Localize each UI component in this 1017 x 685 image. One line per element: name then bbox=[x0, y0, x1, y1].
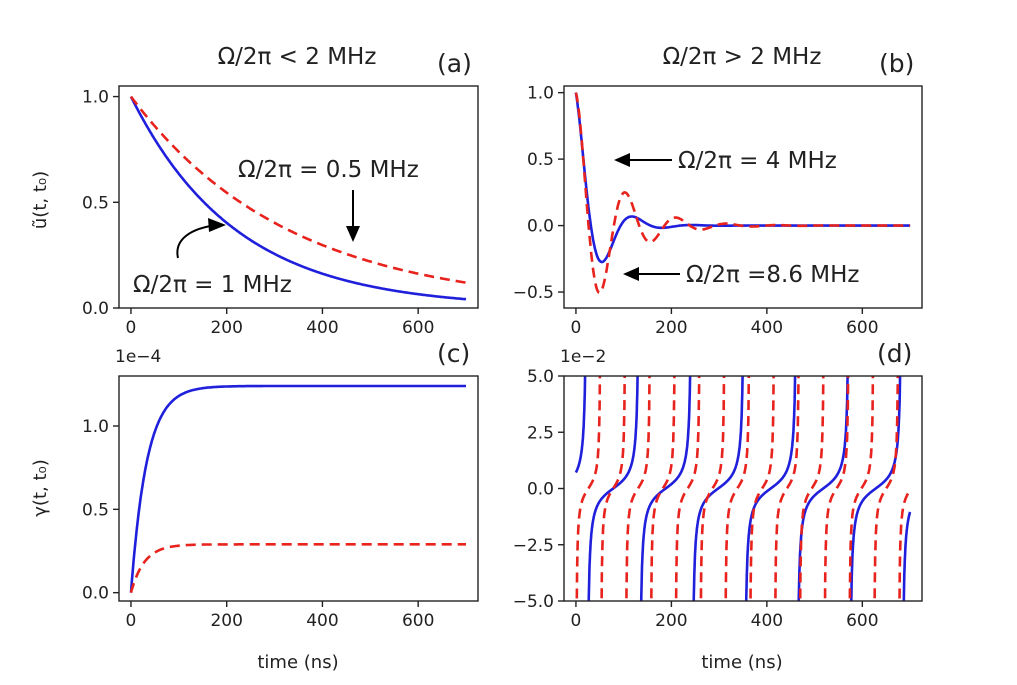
x-tick-label: 200 bbox=[655, 318, 687, 338]
panel-c-letter: (c) bbox=[437, 339, 470, 368]
y-tick-label: 2.5 bbox=[527, 423, 554, 443]
ylabel-top: ũ(t, t₀) bbox=[30, 171, 51, 229]
series-b-dashed bbox=[574, 92, 911, 295]
series-d-solid bbox=[574, 376, 912, 601]
x-tick-label: 600 bbox=[402, 611, 434, 631]
annotation-a-one-mhz: Ω/2π = 1 MHz bbox=[133, 272, 292, 298]
x-tick-label: 0 bbox=[126, 318, 137, 338]
axes-frame-c bbox=[118, 375, 479, 602]
panel-c-plot: 0 200 400 600 0.0 0.5 1.0 bbox=[82, 375, 479, 631]
xlabel-c: time (ns) bbox=[257, 652, 338, 673]
x-tick-label: 400 bbox=[306, 611, 338, 631]
series-c-dashed bbox=[129, 543, 466, 594]
arrow-b-eight-mhz bbox=[623, 267, 680, 281]
panel-a-plot: 0 200 400 600 0.0 0.5 1.0 bbox=[82, 85, 479, 338]
y-tick-label: 0.5 bbox=[82, 193, 109, 213]
x-tick-label: 200 bbox=[210, 611, 242, 631]
series-c-solid bbox=[129, 384, 466, 593]
x-tick-label: 600 bbox=[402, 318, 434, 338]
x-tick-label: 600 bbox=[846, 318, 878, 338]
y-tick-label: −0.5 bbox=[513, 283, 554, 303]
ylabel-bottom: γ(t, t₀) bbox=[30, 459, 51, 516]
x-tick-label: 600 bbox=[846, 611, 878, 631]
arrow-a-half-mhz bbox=[346, 190, 360, 242]
panel-b-letter: (b) bbox=[879, 49, 914, 78]
y-tick-label: 0.5 bbox=[82, 500, 109, 520]
panel-a-letter: (a) bbox=[437, 49, 472, 78]
annotation-b-four-mhz: Ω/2π = 4 MHz bbox=[678, 148, 837, 174]
panel-d-plot: 0 200 400 600 −5.0 −2.5 0.0 2.5 5.0 bbox=[513, 367, 923, 631]
y-tick-label: 0.0 bbox=[527, 217, 554, 237]
x-tick-label: 0 bbox=[571, 611, 582, 631]
annotation-a-half-mhz: Ω/2π = 0.5 MHz bbox=[238, 157, 419, 183]
y-tick-label: 1.0 bbox=[82, 417, 109, 437]
panel-b-title: Ω/2π > 2 MHz bbox=[663, 44, 822, 70]
series-a-solid bbox=[129, 96, 467, 301]
y-tick-label: −2.5 bbox=[513, 536, 554, 556]
x-tick-label: 400 bbox=[751, 318, 783, 338]
x-tick-label: 0 bbox=[126, 611, 137, 631]
y-tick-label: 0.0 bbox=[527, 480, 554, 500]
panel-b-plot: 0 200 400 600 −0.5 0.0 0.5 1.0 bbox=[513, 84, 923, 338]
axes-frame-a bbox=[118, 85, 479, 309]
y-tick-label: −5.0 bbox=[513, 592, 554, 612]
y-tick-label: 5.0 bbox=[527, 367, 554, 387]
panel-d-multiplier: 1e−2 bbox=[560, 347, 606, 367]
arrow-b-four-mhz bbox=[614, 153, 672, 167]
x-tick-label: 0 bbox=[571, 318, 582, 338]
y-tick-label: 0.0 bbox=[82, 584, 109, 604]
annotation-b-eight-mhz: Ω/2π =8.6 MHz bbox=[686, 262, 860, 288]
x-tick-label: 200 bbox=[655, 611, 687, 631]
x-tick-label: 200 bbox=[210, 318, 242, 338]
xlabel-d: time (ns) bbox=[701, 652, 782, 673]
series-d-dashed bbox=[575, 376, 912, 601]
series-a-dashed bbox=[129, 95, 467, 284]
arrow-a-one-mhz bbox=[176, 218, 226, 259]
y-tick-label: 0.0 bbox=[82, 299, 109, 319]
x-tick-label: 400 bbox=[751, 611, 783, 631]
panel-d-letter: (d) bbox=[877, 339, 912, 368]
y-tick-label: 0.5 bbox=[527, 150, 554, 170]
panel-a-title: Ω/2π < 2 MHz bbox=[218, 44, 377, 70]
axes-frame-b bbox=[563, 85, 923, 309]
y-tick-label: 1.0 bbox=[82, 88, 109, 108]
panel-c-multiplier: 1e−4 bbox=[115, 347, 161, 367]
y-tick-label: 1.0 bbox=[527, 84, 554, 104]
x-tick-label: 400 bbox=[306, 318, 338, 338]
series-b-solid bbox=[574, 92, 911, 264]
